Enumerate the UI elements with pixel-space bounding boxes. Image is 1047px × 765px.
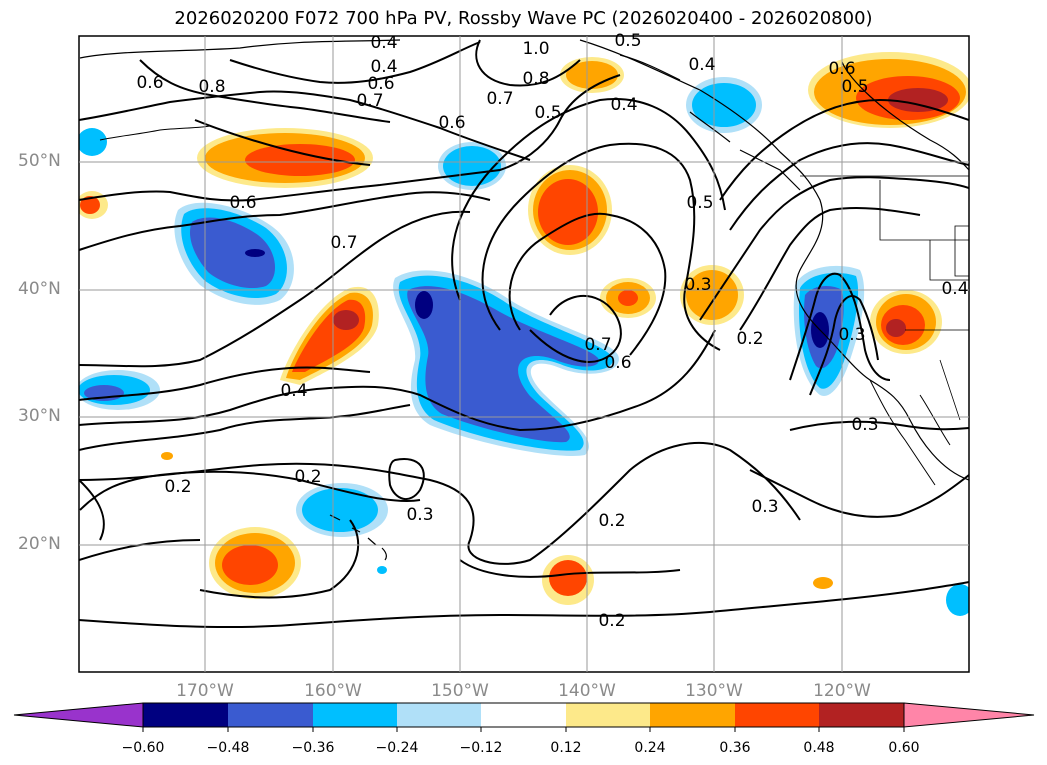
map-frame — [78, 35, 970, 673]
colorbar-segment — [143, 703, 228, 727]
lon-label-150w: 150°W — [431, 681, 489, 701]
contour-label: 0.2 — [598, 611, 625, 631]
colorbar-tick-label: −0.36 — [291, 740, 335, 756]
contour-label: 0.5 — [841, 77, 868, 97]
contour-label: 0.2 — [598, 511, 625, 531]
lon-label-170w: 170°W — [176, 681, 234, 701]
contour-label: 0.6 — [438, 113, 465, 133]
contour-label: 0.7 — [584, 335, 611, 355]
lon-label-140w: 140°W — [558, 681, 616, 701]
contour-label: 0.8 — [522, 69, 549, 89]
positive-anomaly-small-east — [600, 265, 744, 325]
colorbar-tick-label: −0.12 — [459, 740, 503, 756]
colorbar-tick-label: −0.60 — [121, 740, 165, 756]
contour-label: 0.3 — [851, 415, 878, 435]
lat-label-20n: 20°N — [18, 534, 61, 554]
contour-label: 0.2 — [736, 329, 763, 349]
positive-anomaly-ne-pacific — [197, 128, 373, 188]
contour-label: 0.7 — [330, 233, 357, 253]
contour-label: 0.3 — [684, 275, 711, 295]
colorbar-extend-high — [903, 702, 1035, 728]
contour-label: 0.5 — [614, 31, 641, 51]
contour-label: 0.4 — [280, 381, 307, 401]
negative-anomaly-west — [174, 202, 294, 305]
contour-label: 0.4 — [688, 55, 715, 75]
colorbar-tick-label: −0.24 — [375, 740, 419, 756]
contour-label: 1.0 — [522, 39, 549, 59]
positive-anomaly-southwest — [870, 290, 942, 354]
lat-label-30n: 30°N — [18, 406, 61, 426]
contour-label: 0.4 — [941, 279, 968, 299]
contour-label: 0.8 — [198, 77, 225, 97]
gridlines — [79, 36, 969, 672]
contour-label: 0.6 — [367, 74, 394, 94]
contour-label: 0.6 — [136, 73, 163, 93]
colorbar-tick-label: 0.48 — [803, 740, 835, 756]
contour-label: 0.5 — [686, 193, 713, 213]
colorbar-segment — [481, 703, 566, 727]
positive-anomaly-central — [280, 286, 379, 385]
negative-anomaly-north — [79, 77, 762, 190]
colorbar-segment — [228, 703, 313, 727]
colorbar-tick-label: −0.48 — [206, 740, 250, 756]
contour-label: 0.3 — [751, 497, 778, 517]
colorbar-tick-label: 0.24 — [634, 740, 666, 756]
pv-shading — [79, 52, 969, 616]
contour-label: 0.6 — [604, 353, 631, 373]
contour-label: 0.6 — [828, 59, 855, 79]
contour-label: 0.4 — [610, 95, 637, 115]
contour-label: 0.5 — [534, 103, 561, 123]
lat-label-50n: 50°N — [18, 151, 61, 171]
colorbar-segment — [650, 703, 735, 727]
lon-label-120w: 120°W — [813, 681, 871, 701]
colorbar-extend-low — [13, 702, 144, 728]
contour-labels: 0.4 1.0 0.4 0.5 0.6 0.7 0.8 0.6 0.8 0.7 … — [136, 31, 968, 631]
lon-label-130w: 130°W — [685, 681, 743, 701]
contour-label: 0.2 — [294, 467, 321, 487]
colorbar — [13, 702, 1035, 732]
colorbar-tick-label: 0.60 — [888, 740, 920, 756]
positive-anomaly-north — [560, 57, 624, 93]
colorbar-segment — [566, 703, 650, 727]
contour-label: 0.3 — [838, 325, 865, 345]
colorbar-segment — [397, 703, 481, 727]
lon-label-160w: 160°W — [304, 681, 362, 701]
map-title: 2026020200 F072 700 hPa PV, Rossby Wave … — [174, 8, 873, 29]
contour-label: 0.2 — [164, 477, 191, 497]
pv-contours — [79, 39, 969, 629]
colorbar-tick-label: 0.12 — [550, 740, 582, 756]
contour-label: 0.4 — [370, 33, 397, 53]
colorbar-segment — [313, 703, 397, 727]
contour-label: 0.4 — [370, 57, 397, 77]
contour-label: 0.7 — [486, 89, 513, 109]
colorbar-tick-label: 0.36 — [719, 740, 751, 756]
positive-anomaly-gulf — [528, 165, 612, 255]
contour-label: 0.6 — [229, 193, 256, 213]
lat-label-40n: 40°N — [18, 279, 61, 299]
contour-label: 0.3 — [406, 505, 433, 525]
colorbar-segment — [735, 703, 819, 727]
colorbar-segment — [819, 703, 904, 727]
coastlines — [79, 39, 969, 561]
contour-label: 0.7 — [356, 91, 383, 111]
